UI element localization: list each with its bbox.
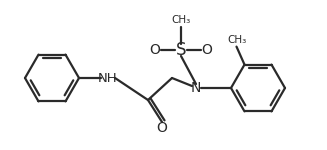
Text: O: O (201, 43, 213, 57)
Text: CH₃: CH₃ (171, 15, 191, 25)
Text: CH₃: CH₃ (227, 35, 246, 45)
Text: O: O (149, 43, 161, 57)
Text: S: S (176, 41, 186, 59)
Text: N: N (191, 81, 201, 95)
Text: NH: NH (98, 72, 118, 84)
Text: O: O (157, 121, 167, 135)
